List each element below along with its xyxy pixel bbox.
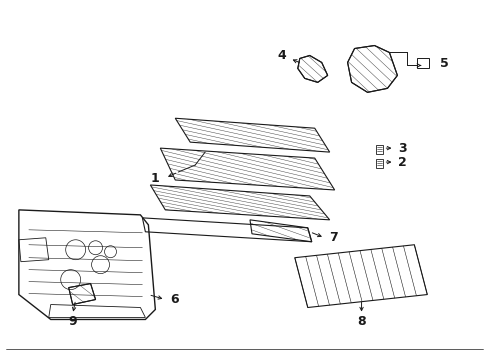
Bar — [375, 159, 382, 168]
Text: 5: 5 — [439, 57, 447, 70]
Text: 9: 9 — [68, 315, 77, 328]
Text: 4: 4 — [277, 49, 285, 62]
Bar — [375, 145, 382, 154]
Text: 6: 6 — [170, 293, 178, 306]
Text: 2: 2 — [397, 156, 406, 168]
Text: 8: 8 — [357, 315, 365, 328]
Text: 3: 3 — [397, 141, 406, 155]
Text: 7: 7 — [328, 231, 337, 244]
Text: 1: 1 — [151, 171, 160, 185]
Bar — [416, 58, 428, 68]
